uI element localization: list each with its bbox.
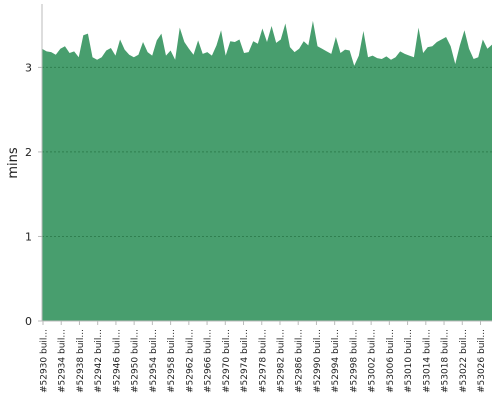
x-tick-label: #52970 buil... — [222, 329, 232, 393]
x-tick-label: #52986 buil... — [295, 329, 305, 393]
x-tick-label: #53026 buil... — [477, 329, 487, 393]
x-tick-label: #52966 buil... — [204, 329, 214, 393]
area-series — [42, 20, 492, 321]
x-tick-label: #53002 buil... — [368, 329, 378, 393]
x-tick-label: #52998 buil... — [349, 329, 359, 393]
y-tick-label: 1 — [25, 230, 32, 243]
x-tick-label: #53014 buil... — [422, 329, 432, 393]
y-tick-label: 0 — [25, 315, 32, 328]
x-tick-label: #53022 buil... — [459, 329, 469, 393]
x-tick-label: #52974 buil... — [240, 329, 250, 393]
x-tick-label: #52954 buil... — [149, 329, 159, 393]
y-axis-title: mins — [6, 147, 21, 179]
x-tick-label: #53018 buil... — [441, 329, 451, 393]
x-tick-label: #52950 buil... — [131, 329, 141, 393]
x-tick-label: #52958 buil... — [167, 329, 177, 393]
x-tick-label: #52934 buil... — [58, 329, 68, 393]
x-tick-label: #52938 buil... — [76, 329, 86, 393]
x-tick-label: #52978 buil... — [258, 329, 268, 393]
x-tick-label: #52982 buil... — [277, 329, 287, 393]
x-tick-label: #52942 buil... — [94, 329, 104, 393]
x-tick-label: #52990 buil... — [313, 329, 323, 393]
x-tick-label: #52930 buil... — [40, 329, 50, 393]
x-tick-label: #52962 buil... — [185, 329, 195, 393]
y-tick-labels: 0 1 2 3 — [25, 61, 42, 328]
area-fill — [42, 20, 492, 321]
y-tick-label: 2 — [25, 146, 32, 159]
x-tick-labels: #52930 buil... #52934 buil... #52938 buil.… — [40, 321, 487, 393]
axes — [41, 4, 492, 322]
x-tick-label: #53006 buil... — [386, 329, 396, 393]
y-tick-label: 3 — [25, 61, 32, 74]
x-tick-label: #52994 buil... — [331, 329, 341, 393]
gridlines-overlay — [42, 66, 492, 237]
x-tick-label: #53010 buil... — [404, 329, 414, 393]
x-tick-label: #52946 buil... — [112, 329, 122, 393]
